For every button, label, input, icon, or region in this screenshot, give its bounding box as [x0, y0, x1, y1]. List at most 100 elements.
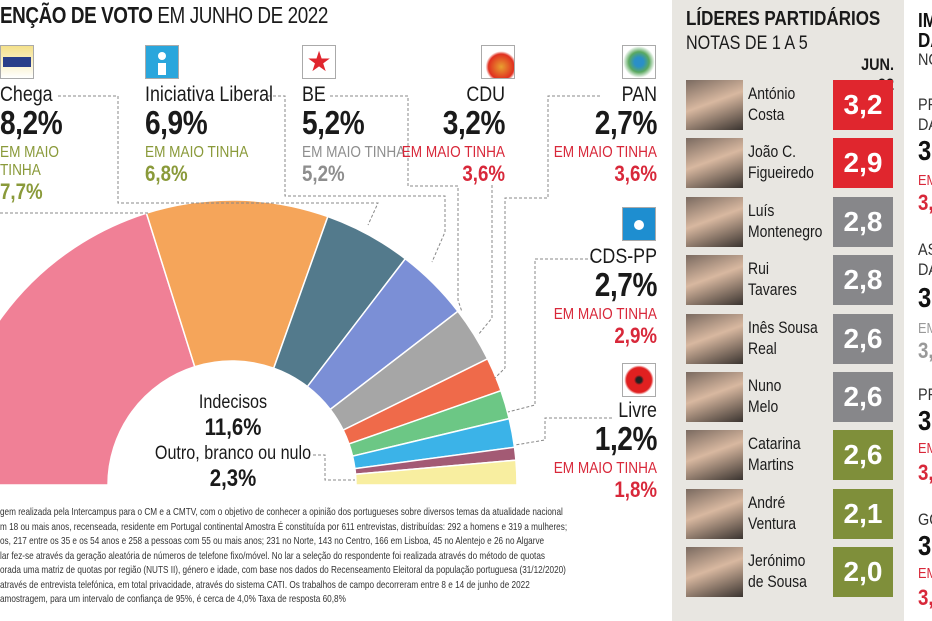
- leader-first-name: Nuno: [748, 376, 782, 395]
- methodology-footnote: gem realizada pela Intercampus para o CM…: [0, 505, 567, 607]
- cropped-text: 3,: [918, 460, 932, 485]
- leader-row: António Costa 3,2: [686, 80, 896, 130]
- cropped-text: 3: [918, 282, 932, 313]
- leader-row: Inês Sousa Real 2,6: [686, 313, 896, 364]
- party-name: Livre: [618, 399, 657, 422]
- party-pct: 2,7%: [594, 104, 658, 141]
- cropped-text: 3: [918, 135, 932, 166]
- footnote-line: através de entrevista telefónica, em tot…: [0, 578, 530, 591]
- leader-last-name: Tavares: [748, 280, 797, 300]
- slice-unlabeled: [145, 199, 329, 370]
- prev-pct: 3,6%: [614, 161, 657, 186]
- cropped-text: 3: [918, 405, 932, 436]
- leader-name: André Ventura: [748, 492, 796, 534]
- leaders-subtitle: NOTAS DE 1 A 5: [686, 33, 808, 54]
- leader-first-name: António: [748, 84, 796, 103]
- cropped-text: EM: [918, 172, 932, 189]
- undecided-label: Indecisos: [198, 392, 268, 413]
- prev-label: EM MAIO TINHA: [302, 144, 406, 161]
- leader-row: Catarina Martins 2,6: [686, 430, 896, 481]
- footnote-line: os, 217 entre os 35 e os 54 anos e 258 a…: [0, 535, 545, 547]
- party-pct: 6,9%: [145, 104, 208, 141]
- slice-outro-branco-ou-nulo: [354, 459, 518, 486]
- leader-name: Jerónimo de Sousa: [748, 550, 807, 592]
- leader-score: 3,2: [833, 80, 893, 130]
- party-chega: Chega 8,2% EM MAIO TINHA 7,7%: [0, 84, 128, 204]
- leader-first-name: João C.: [748, 142, 797, 162]
- leader-line-pan: [494, 95, 600, 379]
- leader-line-cdu: [477, 185, 493, 336]
- leader-line-cds: [507, 258, 593, 413]
- leader-name: João C. Figueiredo: [748, 141, 814, 183]
- leader-lines: [0, 95, 612, 481]
- party-pct: 2,7%: [594, 266, 658, 303]
- leader-row: Luís Montenegro 2,8: [686, 196, 896, 247]
- prev-pct: 5,2%: [302, 161, 345, 186]
- party-pct: 1,2%: [594, 420, 658, 457]
- leader-first-name: André: [748, 492, 786, 512]
- cds-pp-logo: [622, 207, 656, 241]
- leader-line-be: [330, 95, 463, 313]
- footnote-line: orada uma matriz de quotas por região (N…: [0, 564, 566, 576]
- other-label: Outro, branco ou nulo: [154, 443, 312, 464]
- leader-score: 2,6: [833, 313, 893, 364]
- prev-label: EM MAIO TINHA: [553, 306, 657, 323]
- cropped-text: DA: [918, 115, 932, 134]
- cropped-text: NO: [918, 50, 932, 69]
- leader-row: André Ventura 2,1: [686, 488, 896, 539]
- leader-last-name: Melo: [748, 397, 779, 416]
- leader-first-name: Jerónimo: [748, 551, 806, 571]
- leader-row: João C. Figueiredo 2,9: [686, 138, 896, 189]
- leader-line-livre: [514, 417, 612, 446]
- cropped-text: EM: [918, 320, 932, 337]
- cropped-text: 3: [918, 530, 932, 561]
- leaders-title: LÍDERES PARTIDÁRIOS: [686, 8, 881, 30]
- prev-label: EM MAIO TINHA: [553, 144, 657, 161]
- leader-name: Luís Montenegro: [748, 200, 822, 242]
- cropped-text: IM: [918, 10, 932, 32]
- leader-name: Rui Tavares: [748, 258, 797, 300]
- leader-photo: [686, 430, 743, 481]
- leader-name: Catarina Martins: [748, 433, 801, 475]
- leader-score: 2,0: [833, 547, 893, 598]
- cropped-text: AS: [918, 240, 932, 259]
- leader-line-chega: [58, 95, 379, 226]
- leader-line-outro: [313, 454, 355, 481]
- leader-photo: [686, 488, 743, 539]
- cropped-text: GO: [918, 510, 932, 529]
- leader-last-name: Montenegro: [748, 221, 823, 241]
- cropped-text: PR: [918, 385, 932, 404]
- prev-pct: 6,8%: [145, 161, 188, 186]
- leader-name: Nuno Melo: [748, 375, 781, 417]
- leader-photo: [686, 255, 743, 306]
- party-pct: 5,2%: [302, 104, 365, 141]
- leader-line-il: [268, 95, 446, 263]
- undecided-pct: 11,6%: [204, 414, 262, 441]
- chega-logo: [0, 45, 34, 79]
- leader-score: 2,6: [833, 430, 893, 481]
- leader-photo: [686, 547, 743, 598]
- leader-last-name: de Sousa: [748, 572, 807, 592]
- leader-score: 2,1: [833, 488, 893, 539]
- cropped-text: EM: [918, 440, 932, 457]
- leader-photo: [686, 196, 743, 247]
- leader-score: 2,8: [833, 196, 893, 247]
- pan-paw-logo: [622, 45, 656, 79]
- title-rest: EM JUNHO DE 2022: [152, 2, 328, 28]
- leader-row: Rui Tavares 2,8: [686, 255, 896, 306]
- cropped-text: 3,: [918, 338, 932, 363]
- prev-pct: 2,9%: [614, 323, 657, 348]
- cropped-text: DA: [918, 260, 932, 279]
- leader-name: Inês Sousa Real: [748, 317, 818, 359]
- livre-poppy-logo: [622, 363, 656, 397]
- leader-score: 2,6: [833, 372, 893, 422]
- leader-score: 2,8: [833, 255, 893, 306]
- prev-pct: 3,6%: [462, 161, 505, 186]
- leader-photo: [686, 313, 743, 364]
- party-be: BE 5,2% EM MAIO TINHA 5,2%: [302, 84, 430, 186]
- leader-last-name: Figueiredo: [748, 163, 814, 183]
- party-name: PAN: [621, 83, 657, 106]
- cropped-text: 3,: [918, 190, 932, 215]
- party-name: Iniciativa Liberal: [145, 83, 274, 106]
- other-pct: 2,3%: [209, 465, 257, 492]
